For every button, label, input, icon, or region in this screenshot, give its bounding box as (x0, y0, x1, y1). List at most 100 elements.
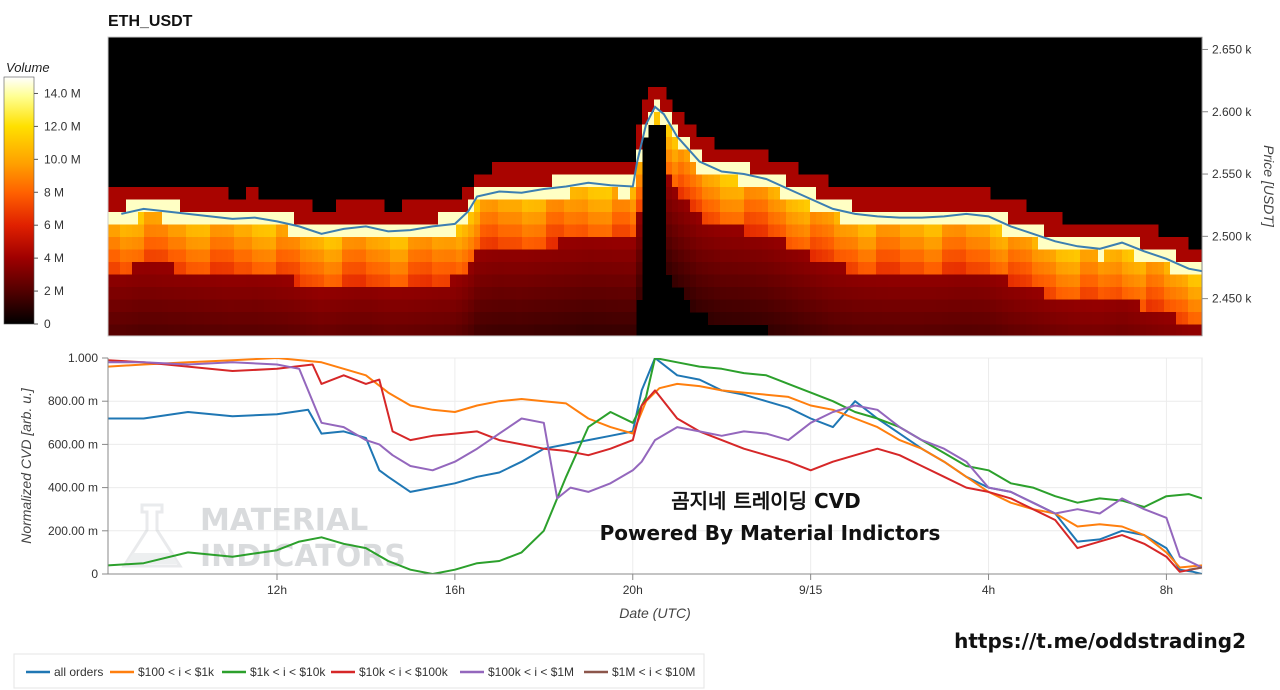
heatmap-cell (630, 237, 637, 250)
heatmap-cell (852, 299, 859, 313)
heatmap-cell (810, 312, 817, 325)
heatmap-cell (216, 287, 223, 300)
heatmap-cell (576, 249, 583, 263)
heatmap-cell (330, 324, 337, 336)
heatmap-cell (114, 299, 121, 313)
heatmap-cell (936, 262, 943, 275)
legend-label[interactable]: all orders (54, 665, 103, 679)
heatmap-cell (708, 162, 715, 175)
heatmap-cell (414, 199, 421, 213)
heatmap-cell (228, 274, 235, 288)
heatmap-cell (744, 224, 751, 238)
heatmap-cell (180, 249, 187, 263)
heatmap-cell (732, 287, 739, 300)
heatmap-cell (564, 199, 571, 213)
heatmap-cell (198, 187, 205, 200)
heatmap-cell (336, 262, 343, 275)
heatmap-cell (108, 249, 115, 263)
heatmap-cell (552, 287, 559, 300)
heatmap-cell (534, 162, 541, 175)
heatmap-cell (1140, 312, 1147, 325)
heatmap-cell (258, 299, 265, 313)
heatmap-cell (150, 212, 157, 225)
heatmap-cell (126, 299, 133, 313)
heatmap-cell (942, 299, 949, 313)
heatmap-cell (684, 287, 691, 300)
heatmap-cell (420, 299, 427, 313)
heatmap-cell (810, 224, 817, 238)
heatmap-cell (1200, 249, 1202, 263)
heatmap-cell (492, 224, 499, 238)
heatmap-cell (1074, 237, 1081, 250)
heatmap-cell (1020, 199, 1027, 213)
telegram-link[interactable]: https://t.me/oddstrading2 (954, 629, 1246, 653)
heatmap-cell (636, 124, 643, 138)
heatmap-cell (546, 187, 553, 200)
heatmap-cell (300, 249, 307, 263)
heatmap-cell (1038, 237, 1045, 250)
heatmap-cell (1038, 287, 1045, 300)
heatmap-cell (678, 137, 685, 150)
heatmap-cell (1062, 287, 1069, 300)
heatmap-cell (432, 274, 439, 288)
heatmap-cell (894, 249, 901, 263)
heatmap-cell (456, 274, 463, 288)
heatmap-cell (768, 299, 775, 313)
heatmap-cell (348, 199, 355, 213)
heatmap-cell (870, 262, 877, 275)
heatmap-cell (624, 324, 631, 336)
heatmap-cell (882, 287, 889, 300)
heatmap-cell (858, 199, 865, 213)
heatmap-cell (174, 237, 181, 250)
heatmap-cell (954, 224, 961, 238)
heatmap-cell (678, 149, 685, 163)
heatmap-cell (1098, 287, 1105, 300)
heatmap-cell (264, 224, 271, 238)
heatmap-cell (282, 199, 289, 213)
heatmap-cell (420, 262, 427, 275)
legend-label[interactable]: $1M < i < $10M (612, 665, 695, 679)
heatmap-cell (810, 174, 817, 188)
cvd-x-tick-label: 12h (267, 583, 287, 597)
heatmap-cell (558, 199, 565, 213)
heatmap-cell (1074, 287, 1081, 300)
heatmap-cell (954, 287, 961, 300)
heatmap-cell (594, 249, 601, 263)
heatmap-cell (942, 224, 949, 238)
heatmap-cell (588, 274, 595, 288)
heatmap-cell (954, 212, 961, 225)
heatmap-cell (834, 237, 841, 250)
heatmap-cell (252, 262, 259, 275)
heatmap-cell (966, 212, 973, 225)
heatmap-cell (720, 199, 727, 213)
heatmap-cell (360, 199, 367, 213)
heatmap-cell (126, 187, 133, 200)
heatmap-cell (1128, 274, 1135, 288)
heatmap-cell (1014, 212, 1021, 225)
heatmap-cell (612, 162, 619, 175)
heatmap-cell (942, 187, 949, 200)
heatmap-cell (804, 199, 811, 213)
heatmap-cell (132, 187, 139, 200)
heatmap-cell (246, 199, 253, 213)
heatmap-cell (942, 274, 949, 288)
legend-label[interactable]: $10k < i < $100k (359, 665, 449, 679)
heatmap-cell (984, 224, 991, 238)
heatmap-cell (1092, 224, 1099, 238)
heatmap-cell (534, 312, 541, 325)
heatmap-cell (954, 237, 961, 250)
heatmap-cell (1020, 324, 1027, 336)
heatmap-cell (1146, 324, 1153, 336)
heatmap-cell (432, 212, 439, 225)
legend-label[interactable]: $100k < i < $1M (488, 665, 574, 679)
heatmap-cell (972, 324, 979, 336)
heatmap-cell (312, 249, 319, 263)
heatmap-cell (978, 249, 985, 263)
heatmap-cell (792, 212, 799, 225)
heatmap-cell (744, 262, 751, 275)
heatmap-cell (846, 324, 853, 336)
legend-label[interactable]: $1k < i < $10k (250, 665, 326, 679)
heatmap-cell (390, 249, 397, 263)
heatmap-cell (786, 174, 793, 188)
legend-label[interactable]: $100 < i < $1k (138, 665, 215, 679)
